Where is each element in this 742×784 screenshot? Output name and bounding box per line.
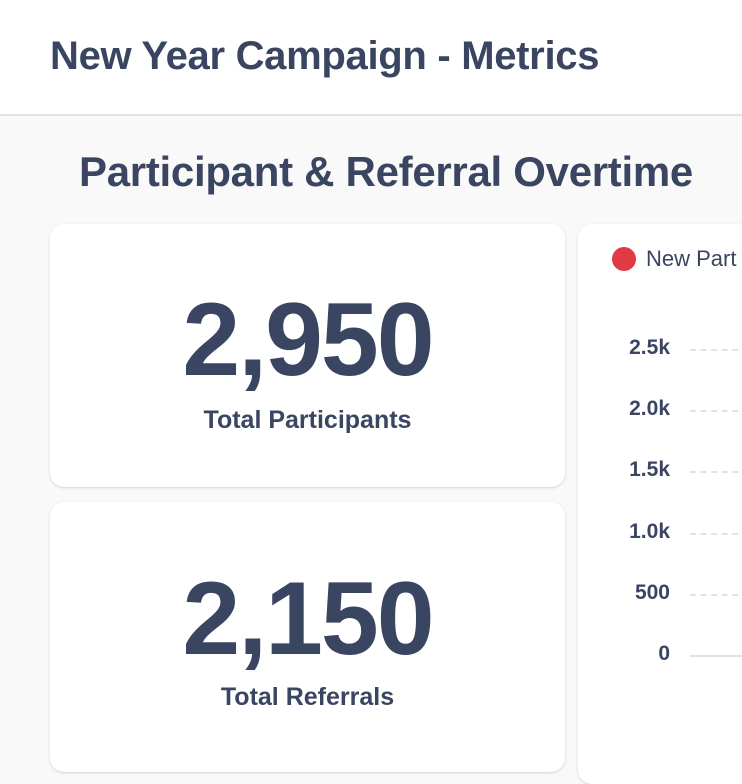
y-tick-label: 1.5k [629, 458, 670, 482]
page-title: New Year Campaign - Metrics [50, 34, 600, 78]
y-tick-label: 1.0k [629, 519, 670, 543]
legend-marker[interactable] [612, 247, 636, 271]
total-referrals-label: Total Referrals [220, 683, 395, 711]
total-referrals-card: 2,150 Total Referrals [50, 502, 565, 772]
participants-chart-card: New Part 2.5k 2.0k 1.5k 1.0k 500 0 [578, 224, 742, 784]
gridline [690, 410, 742, 413]
x-axis-line [690, 655, 742, 657]
y-tick-label: 0 [658, 642, 670, 665]
section-title: Participant & Referral Overtime [79, 148, 693, 195]
total-participants-card: 2,950 Total Participants [50, 224, 565, 487]
y-tick-label: 2.0k [629, 397, 670, 421]
page-header: New Year Campaign - Metrics [0, 0, 742, 116]
y-tick-label: 2.5k [629, 336, 670, 359]
gridline [690, 593, 742, 596]
total-participants-label: Total Participants [203, 406, 412, 434]
gridline [690, 532, 742, 535]
gridline [690, 349, 742, 351]
gridline [690, 471, 742, 474]
total-participants-value: 2,950 [182, 282, 434, 398]
legend-item-label[interactable]: New Part [646, 246, 737, 271]
total-referrals-value: 2,150 [182, 561, 434, 677]
y-tick-label: 500 [634, 580, 670, 604]
